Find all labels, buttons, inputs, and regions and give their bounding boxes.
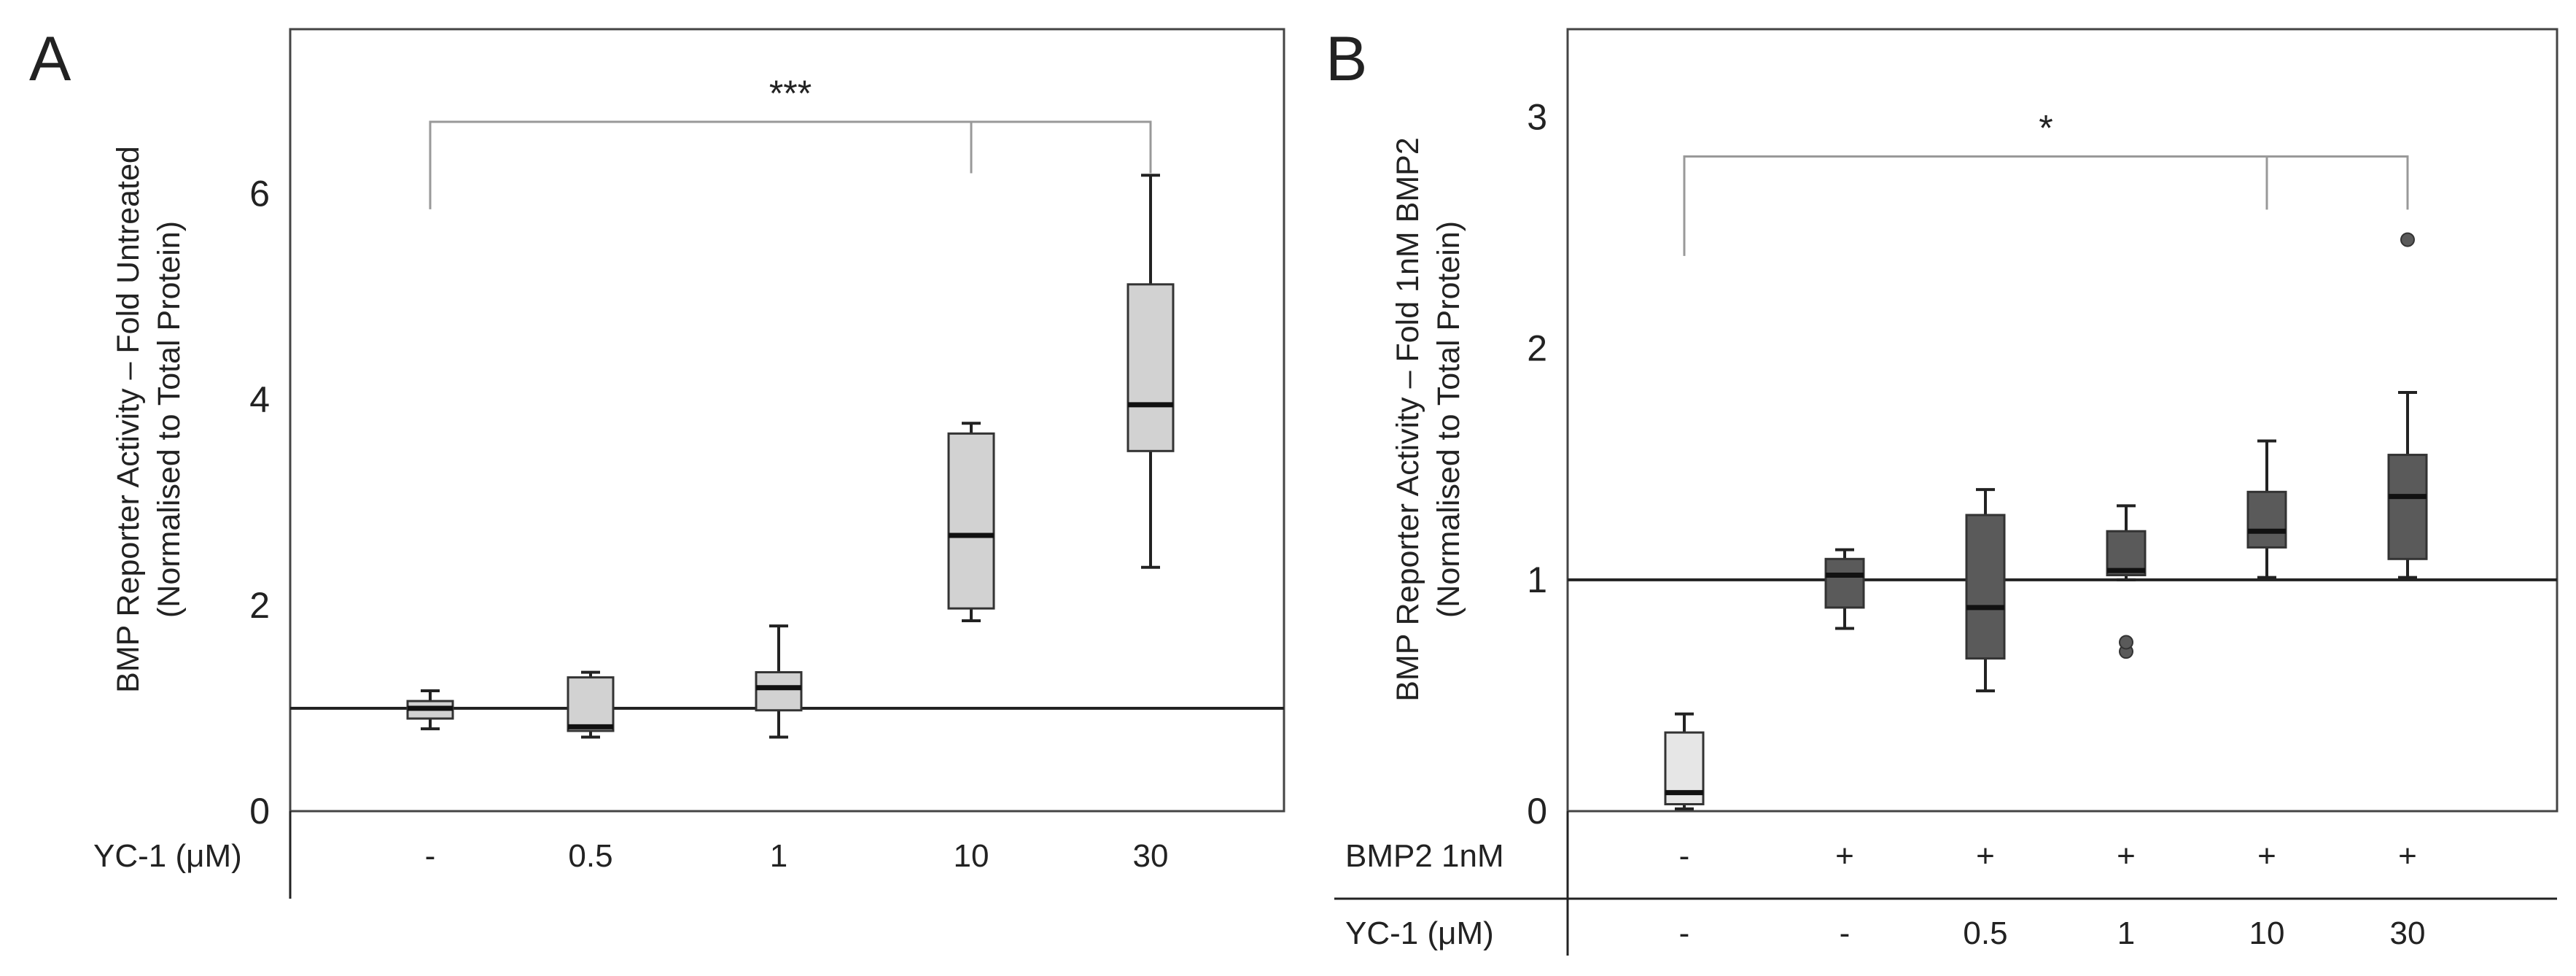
- panel-a-category-table: YC-1 (μM) - 0.5 1 10 30: [93, 838, 1168, 874]
- panel-a: A 0 2 4 6 *** BMP Reporter Activity – Fold …: [29, 24, 1285, 899]
- panel-b-row-0-value-4: +: [2257, 838, 2276, 874]
- panel-a-ytick-0: 0: [249, 791, 270, 832]
- panel-a-ytick-1: 2: [249, 585, 270, 626]
- panel-a-box-4: [1126, 174, 1175, 569]
- panel-b-y-ticks: 0 1 2 3: [1527, 97, 1547, 832]
- panel-a-letter: A: [29, 24, 71, 94]
- panel-a-boxes: [406, 174, 1175, 739]
- panel-a-y-axis-title: BMP Reporter Activity – Fold Untreated (…: [111, 146, 187, 693]
- panel-b-row-1-value-1: -: [1840, 915, 1851, 951]
- panel-b-ytick-0: 0: [1527, 791, 1547, 832]
- panel-a-y-label-sub: (Normalised to Total Protein): [152, 221, 187, 618]
- panel-a-row-0-value-2: 1: [770, 838, 787, 874]
- panel-b-y-label: BMP Reporter Activity – Fold 1nM BMP2: [1390, 137, 1425, 702]
- panel-b-box-4: [2246, 439, 2287, 579]
- panel-b-row-0-value-2: +: [1976, 838, 1995, 874]
- panel-b-box-5: [2387, 232, 2428, 579]
- panel-b-row-1-value-3: 1: [2117, 915, 2135, 951]
- panel-a-box-0: [406, 689, 454, 731]
- panel-b-y-axis-title: BMP Reporter Activity – Fold 1nM BMP2 (N…: [1390, 137, 1466, 702]
- panel-a-row-0-label: YC-1 (μM): [93, 838, 242, 874]
- panel-b-box-5-outlier-0: [2400, 232, 2415, 247]
- panel-a-box-4-iqr: [1126, 283, 1175, 452]
- panel-b-box-3-outlier-1: [2119, 635, 2133, 650]
- panel-a-row-0-value-3: 10: [954, 838, 989, 874]
- panel-a-significance-label: ***: [769, 73, 812, 114]
- panel-b-box-4-iqr: [2246, 490, 2287, 549]
- panel-b-bracket-line: [1683, 155, 2409, 256]
- panel-b-row-1-value-2: 0.5: [1963, 915, 2007, 951]
- panel-a-box-2: [755, 624, 803, 739]
- panel-a-box-3: [947, 422, 995, 623]
- panel-b-row-0-value-3: +: [2117, 838, 2136, 874]
- panel-a-row-0-value-4: 30: [1133, 838, 1169, 874]
- panel-b: B 0 1 2 3 * BMP Reporter Activity – Fold 1n…: [1326, 24, 2559, 956]
- panel-b-row-0-label: BMP2 1nM: [1345, 838, 1504, 874]
- panel-b-box-3-iqr: [2106, 530, 2147, 576]
- panel-b-row-1-value-5: 30: [2390, 915, 2426, 951]
- panel-a-y-ticks: 0 2 4 6: [249, 174, 270, 832]
- panel-b-box-2-iqr: [1965, 514, 2006, 660]
- panel-b-y-label-sub: (Normalised to Total Protein): [1431, 221, 1466, 618]
- panel-a-box-2-iqr: [755, 671, 803, 712]
- panel-b-row-0-value-0: -: [1679, 838, 1690, 874]
- panel-a-box-1: [567, 670, 615, 739]
- panel-b-boxes: [1664, 232, 2428, 810]
- panel-b-ytick-1: 1: [1527, 559, 1547, 600]
- panel-a-plot-frame: [289, 28, 1285, 813]
- panel-b-row-0-value-5: +: [2398, 838, 2417, 874]
- panel-b-box-0: [1664, 712, 1705, 810]
- panel-b-box-5-iqr: [2387, 454, 2428, 560]
- panel-b-ytick-2: 2: [1527, 328, 1547, 369]
- panel-b-significance-label: *: [2039, 107, 2052, 148]
- panel-b-box-1-iqr: [1824, 557, 1865, 609]
- panel-b-box-1: [1824, 548, 1865, 630]
- panel-b-box-2: [1965, 488, 2006, 693]
- panel-a-box-3-iqr: [947, 432, 995, 610]
- panel-a-ytick-3: 6: [249, 174, 270, 214]
- panel-a-box-1-iqr: [567, 676, 615, 732]
- panel-a-row-0-value-1: 0.5: [568, 838, 612, 874]
- panel-b-ytick-3: 3: [1527, 97, 1547, 138]
- panel-a-ytick-2: 4: [249, 379, 270, 420]
- panel-b-plot-frame: [1566, 28, 2559, 813]
- panel-a-row-0-value-0: -: [425, 838, 436, 874]
- panel-a-bracket-line: [429, 120, 1152, 209]
- panel-a-y-label: BMP Reporter Activity – Fold Untreated: [111, 146, 146, 693]
- panel-b-box-3: [2106, 504, 2147, 659]
- panel-b-row-1-value-4: 10: [2249, 915, 2285, 951]
- panel-b-significance-bracket: *: [1683, 107, 2409, 256]
- panel-b-row-1-value-0: -: [1679, 915, 1690, 951]
- panel-b-row-0-value-1: +: [1835, 838, 1854, 874]
- panel-b-letter: B: [1326, 24, 1367, 94]
- panel-a-significance-bracket: ***: [429, 73, 1152, 209]
- panel-b-row-1-label: YC-1 (μM): [1345, 915, 1494, 951]
- panel-b-category-table: BMP2 1nM - + + + + + YC-1 (μM) - - 0.5 1 10 30: [1345, 838, 2425, 951]
